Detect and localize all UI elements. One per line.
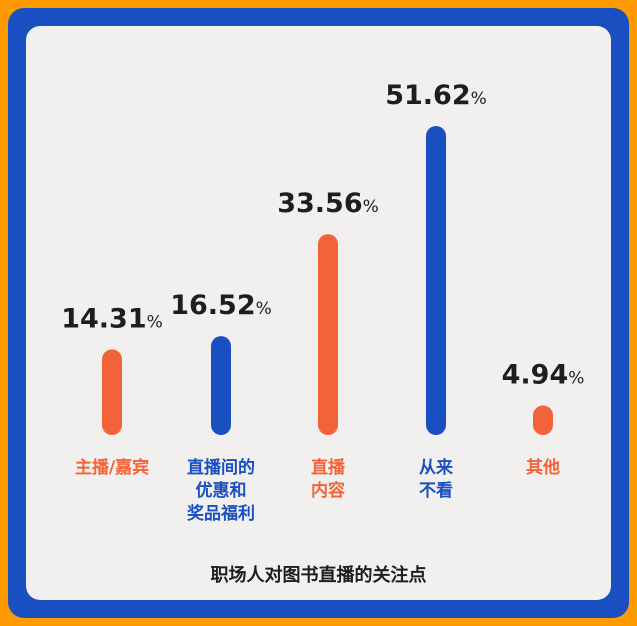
data-label: 51.62% — [385, 80, 487, 111]
category-label: 其他 — [526, 457, 560, 478]
bar — [318, 234, 338, 435]
bar — [533, 405, 553, 435]
bar — [426, 126, 446, 435]
data-label: 16.52% — [170, 290, 272, 321]
chart-svg: 14.31% 主播/嘉宾 16.52% 直播间的优惠和奖品福利 33.56% 直播内容 51… — [61, 80, 585, 524]
chart-frame: 14.31% 主播/嘉宾 16.52% 直播间的优惠和奖品福利 33.56% 直播内容 51… — [8, 8, 629, 618]
category-label: 主播/嘉宾 — [75, 457, 149, 478]
bar — [211, 336, 231, 435]
category-label: 直播内容 — [311, 457, 346, 501]
bar — [102, 349, 122, 435]
data-label: 14.31% — [61, 303, 163, 334]
chart-title: 职场人对图书直播的关注点 — [210, 565, 427, 586]
data-label: 33.56% — [277, 188, 379, 219]
category-label: 从来不看 — [419, 457, 454, 501]
chart-card: 14.31% 主播/嘉宾 16.52% 直播间的优惠和奖品福利 33.56% 直播内容 51… — [26, 26, 611, 600]
data-label: 4.94% — [502, 359, 585, 390]
category-label: 直播间的优惠和奖品福利 — [187, 457, 255, 524]
